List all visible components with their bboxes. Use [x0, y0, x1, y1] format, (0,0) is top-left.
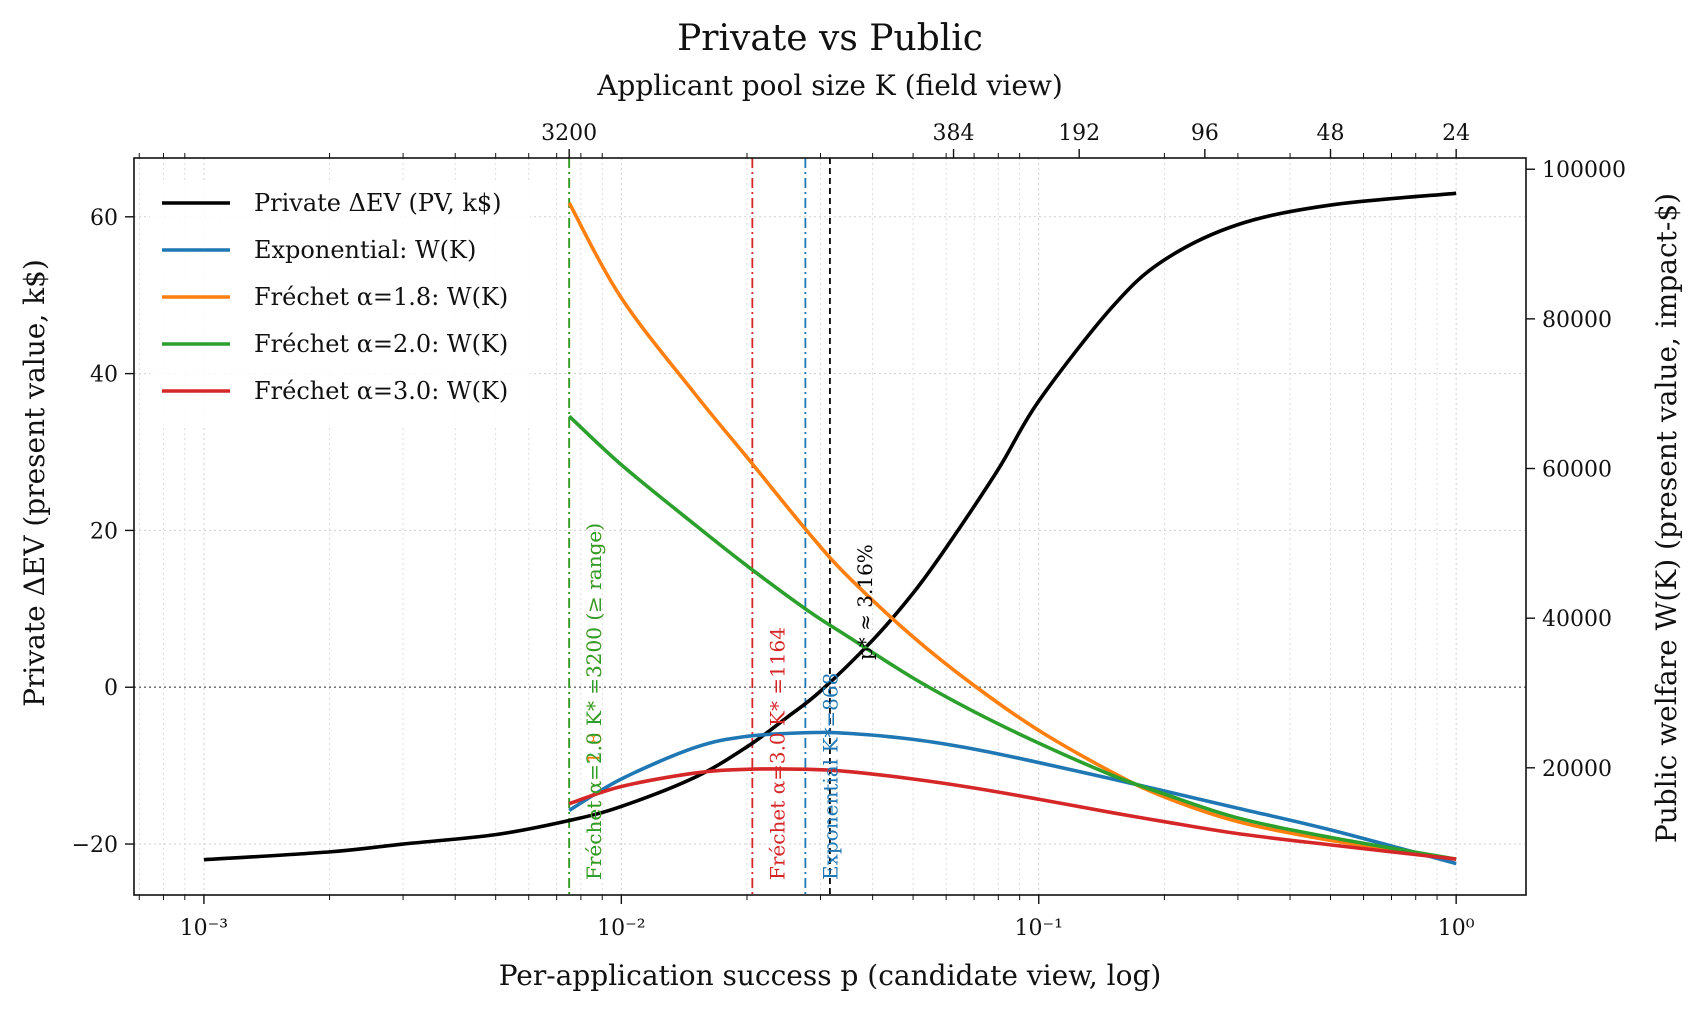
legend: Private ΔEV (PV, k$) Exponential: W(K) Fré…: [150, 180, 530, 425]
legend-label: Fréchet α=3.0: W(K): [254, 377, 508, 405]
top-tick-label: 24: [1442, 121, 1470, 146]
reference-line-label: Fréchet α=3.0 K* =1164: [765, 627, 789, 880]
y-left-tick-label: −20: [72, 833, 118, 858]
x-tick-label: 10⁰: [1438, 916, 1475, 941]
top-tick-label: 192: [1058, 121, 1100, 146]
plot-frame: [133, 157, 1527, 896]
axes: 10⁻³ 10⁻² 10⁻¹ 10⁰ 3200 384 192 96 48 24 −20 0 20 40 6…: [72, 121, 1626, 941]
x-axis-label: Per-application success p (candidate vie…: [499, 959, 1162, 992]
legend-box: [150, 180, 530, 425]
reference-line-label: Fréchet α=1.8 K* =3200 (≥ range): [582, 523, 606, 880]
y-left-tick-label: 0: [104, 676, 118, 701]
reference-lines: [134, 158, 1526, 895]
legend-label: Private ΔEV (PV, k$): [254, 189, 502, 217]
legend-label: Fréchet α=1.8: W(K): [254, 283, 508, 311]
top-tick-label: 3200: [541, 121, 597, 146]
y-axis-label-right: Public welfare W(K) (present value, impa…: [1650, 193, 1683, 843]
x-tick-label: 10⁻¹: [1015, 916, 1063, 941]
top-tick-label: 96: [1191, 121, 1219, 146]
top-tick-label: 384: [933, 121, 975, 146]
y-left-tick-label: 60: [90, 206, 118, 231]
series-lines: [203, 191, 1457, 866]
y-axis-label-left: Private ΔEV (present value, k$): [18, 259, 51, 707]
y-right-tick-label: 20000: [1542, 757, 1612, 782]
legend-label: Fréchet α=2.0: W(K): [254, 330, 508, 358]
top-tick-label: 48: [1317, 121, 1345, 146]
series-line-3: [567, 414, 1457, 861]
legend-label: Exponential: W(K): [254, 236, 476, 264]
series-line-4: [568, 767, 1457, 861]
x-tick-label: 10⁻³: [180, 916, 228, 941]
y-right-tick-label: 100000: [1542, 158, 1626, 183]
series-line-1: [568, 730, 1457, 866]
chart-title: Private vs Public: [677, 18, 983, 59]
y-left-tick-label: 20: [90, 519, 118, 544]
y-right-tick-label: 80000: [1542, 308, 1612, 333]
y-right-tick-label: 40000: [1542, 607, 1612, 632]
reference-line-label: Fréchet α=2.0 K* =3200 (≥ range): [582, 523, 606, 880]
y-right-tick-label: 60000: [1542, 458, 1612, 483]
reference-labels: Fréchet α=1.8 K* =3200 (≥ range)Fréchet …: [582, 523, 877, 880]
y-left-tick-label: 40: [90, 363, 118, 388]
top-axis-label: Applicant pool size K (field view): [596, 69, 1063, 102]
x-tick-label: 10⁻²: [597, 916, 645, 941]
series-line-2: [567, 202, 1457, 861]
reference-line-label: Exponential K*=868: [818, 673, 842, 880]
reference-line-label: p* ≈ 3.16%: [853, 544, 877, 660]
